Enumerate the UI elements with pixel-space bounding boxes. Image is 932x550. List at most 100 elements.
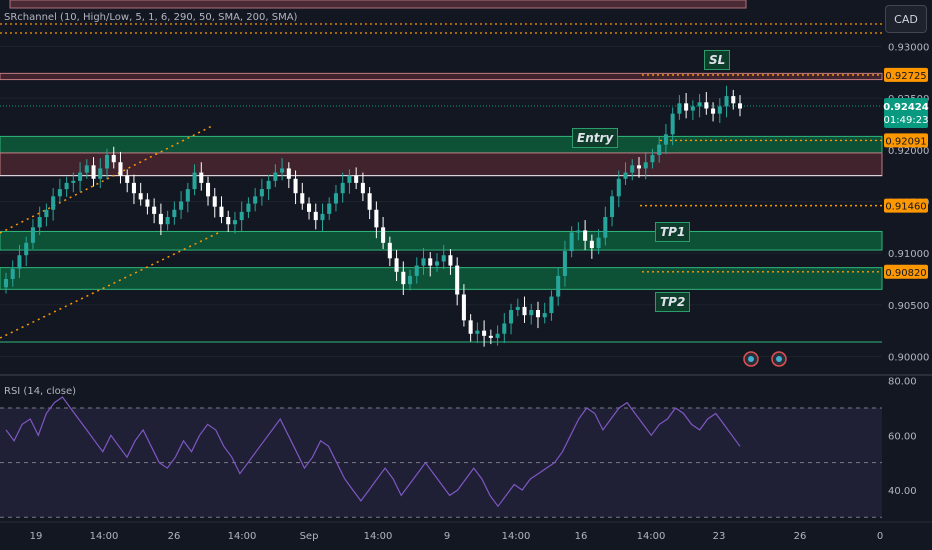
rsi-legend[interactable]: RSI (14, close) [4, 386, 77, 397]
tp1-annotation[interactable]: TP1 [655, 222, 691, 242]
current-price-value: 0.92424 [883, 102, 929, 113]
candle-body [562, 251, 567, 276]
candle-body [711, 108, 716, 114]
candle-body [246, 203, 251, 212]
candle-body [475, 330, 480, 334]
candle-body [239, 211, 244, 221]
candle-body [455, 265, 460, 295]
x-tick-label: 14:00 [364, 531, 393, 542]
candle-body [394, 258, 399, 272]
candle-body [529, 310, 534, 316]
top-resistance-zone [9, 0, 747, 9]
x-tick-label: 26 [168, 531, 181, 542]
candle-body [448, 255, 453, 266]
tp2-annotation[interactable]: TP2 [655, 292, 691, 312]
level-badge-sl: 0.92725 [885, 71, 926, 82]
candle-body [84, 165, 89, 173]
candle-body [340, 182, 345, 194]
candle-body [569, 232, 574, 252]
level-badge-tp2: 0.90820 [885, 268, 926, 279]
candle-body [583, 230, 588, 241]
candle-body [232, 220, 237, 225]
candle-body [280, 168, 285, 173]
price-tick-label: 0.92000 [888, 146, 929, 157]
candle-body [44, 209, 49, 217]
candle-body [636, 165, 642, 169]
currency-button[interactable]: CAD [885, 5, 927, 33]
candle-body [663, 134, 668, 145]
candle-body [717, 106, 722, 114]
candle-body [131, 182, 136, 194]
candle-body [542, 313, 547, 318]
level-badge-entry-bg [884, 133, 928, 148]
candle-body [630, 165, 635, 173]
x-tick-label: 19 [30, 531, 43, 542]
candle-body [158, 213, 163, 225]
candle-body [30, 227, 35, 243]
candle-body [219, 206, 224, 217]
candle-body [684, 103, 689, 111]
x-tick-label: 16 [575, 531, 588, 542]
candle-body [10, 268, 15, 279]
level-badge-entry: 0.92091 [885, 136, 926, 147]
candle-body [37, 217, 42, 228]
candle-body [64, 182, 69, 190]
sr-zone [0, 267, 883, 290]
x-tick-label: 9 [444, 531, 450, 542]
candle-body [421, 258, 426, 266]
candle-body [185, 189, 190, 202]
candle-body [57, 189, 62, 197]
candle-body [320, 213, 325, 221]
price-tick-label: 0.91000 [888, 249, 929, 260]
entry-annotation[interactable]: Entry [572, 128, 619, 148]
candle-body [226, 217, 231, 225]
candle-body [138, 193, 143, 200]
candle-body [576, 230, 581, 233]
candle-body [273, 172, 278, 181]
candle-body [118, 162, 123, 176]
x-tick-label: 26 [794, 531, 807, 542]
candle-body [3, 279, 9, 288]
sr-zone [0, 72, 883, 81]
price-tick-label: 0.93000 [888, 43, 929, 54]
candle-body [71, 180, 76, 183]
candle-body [697, 102, 702, 107]
candle-body [731, 96, 736, 104]
level-badge-tp1: 0.91460 [885, 202, 926, 213]
candle-body [205, 182, 211, 197]
candle-body [414, 265, 419, 276]
candle-body [51, 196, 56, 210]
candle-body [401, 271, 406, 285]
candle-body [408, 275, 413, 285]
candle-body [300, 193, 305, 204]
rsi-tick-label: 60.00 [888, 431, 917, 442]
candle-body [495, 333, 500, 338]
x-tick-label: 14:00 [228, 531, 257, 542]
sr-zone [0, 135, 883, 154]
candle-body [367, 193, 372, 210]
candle-body [333, 193, 338, 204]
candle-body [616, 178, 621, 197]
candle-body [327, 203, 332, 214]
candle-body [286, 168, 291, 179]
candle-body [313, 211, 318, 221]
candle-body [502, 323, 507, 334]
indicator-legend[interactable]: SRchannel (10, High/Low, 5, 1, 6, 290, 5… [4, 12, 298, 23]
x-tick-label: 14:00 [502, 531, 531, 542]
sr-zone [0, 230, 883, 251]
x-tick-label: 14:00 [637, 531, 666, 542]
candle-body [360, 182, 365, 194]
candle-body [610, 196, 615, 217]
candle-body [589, 240, 594, 248]
sl-annotation[interactable]: SL [704, 50, 731, 70]
price-tick-label: 0.90000 [888, 353, 929, 364]
candle-body [172, 209, 177, 217]
candle-body [98, 168, 103, 179]
candle-body [704, 102, 709, 109]
current-price-badge-bg [884, 98, 928, 129]
candle-body [145, 199, 150, 207]
candle-body [24, 242, 29, 256]
candle-body [556, 275, 561, 297]
price-tick-label: 0.90500 [888, 301, 929, 312]
